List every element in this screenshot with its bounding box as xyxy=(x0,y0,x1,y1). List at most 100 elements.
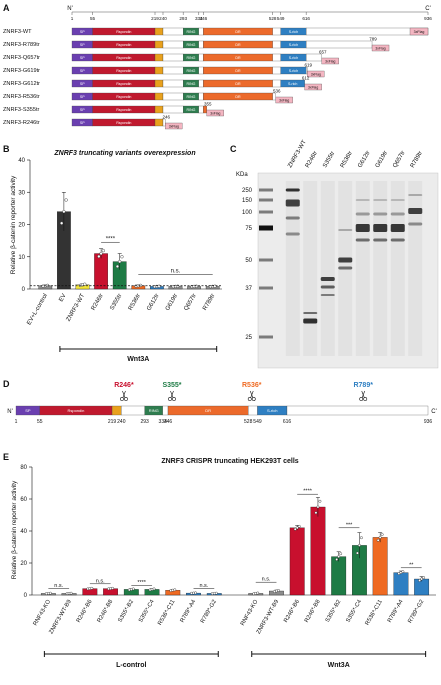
scissors-icon xyxy=(168,397,172,401)
scissors-icon xyxy=(247,397,252,401)
significance-label: n.s. xyxy=(54,583,63,589)
lane-smear xyxy=(373,181,388,356)
domain-segment xyxy=(198,53,204,62)
lane-label: R789tr xyxy=(410,150,424,169)
domain-label: DR xyxy=(235,82,241,86)
construct-name: ZNRF3-R246tr xyxy=(3,120,40,126)
domain-label: SP xyxy=(80,82,85,86)
ladder-band xyxy=(259,198,273,202)
x-tick-label: R246*-B8 xyxy=(97,599,115,624)
significance-label: **** xyxy=(303,489,312,495)
construct-name: ZNRF3-R536tr xyxy=(3,94,40,100)
marker-label: 25 xyxy=(245,335,252,341)
domain-segment xyxy=(154,53,164,62)
scissors-icon xyxy=(170,390,174,398)
domain-label: RING xyxy=(186,95,195,99)
ladder-band xyxy=(259,286,273,290)
domain-segment xyxy=(162,66,184,75)
x-tick-label: EV xyxy=(58,293,67,303)
protein-band xyxy=(373,238,388,242)
data-point xyxy=(277,589,280,592)
domain-segment xyxy=(154,66,164,75)
domain-label: S-rich xyxy=(289,30,298,34)
domain-position-label: 334 xyxy=(159,419,168,425)
domain-position-label: 55 xyxy=(37,419,43,425)
y-tick-label: 0 xyxy=(24,593,28,599)
panel-b-title: ZNRF3 truncating variants overexpression xyxy=(53,150,195,157)
lane-label: S355tr xyxy=(322,151,336,169)
data-point xyxy=(376,538,380,542)
truncation-position: 355 xyxy=(204,102,212,107)
significance-label: ** xyxy=(409,562,414,568)
domain-segment xyxy=(203,105,207,114)
scissors-icon xyxy=(361,390,366,398)
domain-segment xyxy=(280,79,305,88)
domain-segment xyxy=(154,27,164,36)
domain-segment xyxy=(162,405,169,416)
scissors-icon xyxy=(359,397,364,401)
lane-smear xyxy=(320,181,335,356)
data-point xyxy=(314,511,318,515)
protein-band xyxy=(390,238,405,242)
cut-site-label: S355* xyxy=(162,382,181,389)
construct-name: ZNRF3-G619tr xyxy=(3,68,40,74)
domain-label: S-rich xyxy=(289,69,298,73)
y-axis-label: Relative β-catenin reporter activity xyxy=(11,480,18,579)
protein-band xyxy=(355,212,370,216)
x-tick-label: R246*-B8 xyxy=(304,599,322,624)
data-point xyxy=(339,552,343,556)
y-axis-label: Relative β-catenin reporter activity xyxy=(10,175,17,274)
domain-label: Rspondin xyxy=(116,69,131,73)
bar xyxy=(372,537,388,596)
domain-segment xyxy=(272,79,281,88)
protein-band xyxy=(338,229,353,231)
lane-smear xyxy=(338,181,353,356)
domain-position-label: 1 xyxy=(15,419,18,425)
significance-label: *** xyxy=(346,522,353,528)
protein-band xyxy=(303,312,318,314)
scissors-icon xyxy=(251,397,256,401)
protein-band xyxy=(408,194,423,196)
domain-segment xyxy=(162,27,184,36)
flag-label: 3xFlag xyxy=(210,112,220,116)
scissors-icon xyxy=(120,397,124,401)
scissors-icon xyxy=(122,390,126,398)
kda-label: KDa xyxy=(236,172,248,178)
x-tick-label: ZNRF3-WT-B9 xyxy=(48,599,72,635)
domain-position-label: 346 xyxy=(164,419,173,425)
domain-position-label: 293 xyxy=(140,419,149,425)
panel-label-e: E xyxy=(3,452,9,462)
ladder-band-75 xyxy=(259,225,273,231)
lane-smear xyxy=(390,181,405,356)
x-tick-label: ZNRF3-WT xyxy=(66,293,87,323)
data-point xyxy=(157,284,161,288)
protein-band xyxy=(373,212,388,216)
domain-position-label: 616 xyxy=(283,419,292,425)
marker-label: 150 xyxy=(242,198,253,204)
flag-label: 3xFlag xyxy=(325,60,335,64)
protein-band xyxy=(355,199,370,201)
scissors-icon xyxy=(124,397,128,401)
lane-smear xyxy=(355,181,370,356)
flag-tag xyxy=(304,83,322,91)
x-tick-label: R789*-G2 xyxy=(200,599,218,624)
protein-band xyxy=(390,199,405,201)
lane-label: R246tr xyxy=(305,150,319,169)
data-point xyxy=(101,249,105,253)
bar xyxy=(94,253,108,290)
lane-smear xyxy=(303,181,318,356)
x-tick-label: ZNRF3-WT-B9 xyxy=(256,599,280,635)
domain-segment xyxy=(306,40,373,49)
domain-label: DR xyxy=(205,408,211,413)
flag-label: 3xFlag xyxy=(169,125,179,129)
x-tick-label: RNF43-KO xyxy=(33,599,53,627)
data-point xyxy=(48,591,52,595)
data-point xyxy=(213,284,217,288)
x-tick-label: R789*-A4 xyxy=(387,598,405,623)
data-point xyxy=(316,505,320,509)
data-point xyxy=(111,586,114,590)
data-point xyxy=(422,576,426,579)
domain-label: SP xyxy=(80,43,85,47)
protein-band xyxy=(373,224,388,232)
x-tick-label: R536*-C11 xyxy=(365,599,384,626)
